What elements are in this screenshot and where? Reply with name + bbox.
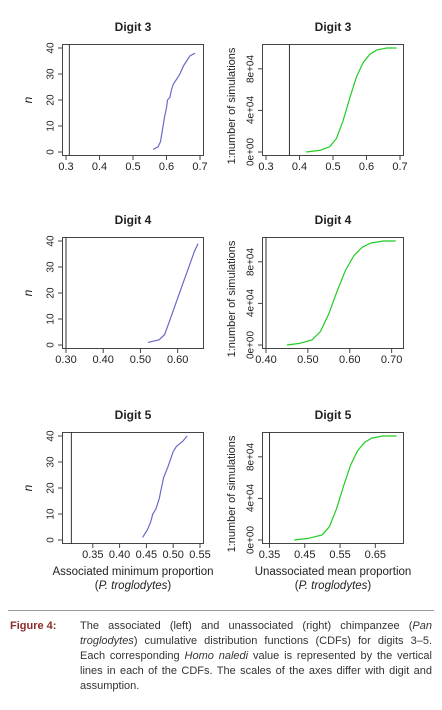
plot-frame bbox=[262, 44, 404, 156]
y-tick-label: 4e+04 bbox=[245, 289, 257, 318]
plot-title: Digit 3 bbox=[114, 20, 152, 34]
cdf-curve bbox=[306, 47, 397, 153]
y-tick-label: 4e+04 bbox=[245, 484, 257, 513]
cdf-plot-5 bbox=[58, 432, 204, 548]
cdf-curve bbox=[142, 435, 188, 538]
x-tick-label: 0.3 bbox=[258, 161, 274, 173]
x-tick-label: 0.6 bbox=[158, 161, 175, 173]
y-tick-label: 40 bbox=[45, 235, 57, 247]
y-tick-label: 0 bbox=[45, 537, 57, 543]
y-tick-label: 10 bbox=[45, 313, 57, 325]
x-tick-label: 0.4 bbox=[291, 161, 308, 173]
x-tick-label: 0.65 bbox=[364, 549, 387, 561]
x-tick-label: 0.7 bbox=[392, 161, 408, 173]
cdf-plot-4 bbox=[258, 237, 404, 353]
plot-title: Digit 3 bbox=[314, 20, 352, 34]
x-axis-label: Unassociated mean proportion bbox=[254, 566, 412, 578]
x-tick-label: 0.30 bbox=[55, 354, 77, 366]
x-tick-label: 0.6 bbox=[358, 161, 375, 173]
y-tick-label: 30 bbox=[45, 456, 57, 468]
plot-frame bbox=[262, 432, 404, 544]
y-tick-label: 10 bbox=[45, 120, 57, 132]
x-axis-label-species: (P. troglodytes) bbox=[294, 580, 372, 592]
y-tick-label: 4e+04 bbox=[245, 96, 257, 125]
x-axis-label: Associated minimum proportion bbox=[52, 566, 214, 578]
y-tick-label: 30 bbox=[45, 68, 57, 80]
cdf-plot-2 bbox=[258, 44, 404, 160]
x-tick-label: 0.5 bbox=[325, 161, 341, 173]
cdf-curve bbox=[286, 240, 396, 346]
x-tick-label: 0.50 bbox=[129, 354, 152, 366]
plot-frame bbox=[62, 432, 204, 544]
x-tick-label: 0.7 bbox=[192, 161, 208, 173]
y-tick-label: 0 bbox=[45, 342, 57, 348]
y-axis-label: n bbox=[21, 289, 35, 297]
y-tick-label: 8e+04 bbox=[245, 442, 257, 471]
x-tick-label: 0.35 bbox=[258, 549, 281, 561]
y-axis-label: n bbox=[21, 96, 35, 104]
y-tick-label: 8e+04 bbox=[245, 54, 257, 83]
x-tick-label: 0.50 bbox=[297, 354, 319, 366]
x-tick-label: 0.35 bbox=[82, 549, 104, 561]
cdf-curve bbox=[294, 435, 397, 541]
plot-frame bbox=[62, 237, 204, 349]
x-tick-label: 0.40 bbox=[255, 354, 277, 366]
x-tick-label: 0.55 bbox=[189, 549, 211, 561]
x-tick-label: 0.3 bbox=[58, 161, 74, 173]
x-tick-label: 0.45 bbox=[135, 549, 158, 561]
x-tick-label: 0.5 bbox=[125, 161, 141, 173]
y-tick-label: 0e+00 bbox=[245, 137, 257, 167]
plot-title: Digit 4 bbox=[314, 213, 352, 227]
y-axis-label: n bbox=[21, 484, 35, 492]
x-tick-label: 0.60 bbox=[166, 354, 189, 366]
y-axis-label: 1:number of simulations bbox=[226, 240, 238, 358]
y-tick-label: 40 bbox=[45, 42, 57, 54]
cdf-curve bbox=[152, 52, 196, 150]
x-tick-label: 0.50 bbox=[162, 549, 184, 561]
y-tick-label: 0e+00 bbox=[245, 330, 257, 360]
y-axis-label: 1:number of simulations bbox=[226, 435, 238, 553]
y-tick-label: 30 bbox=[45, 261, 57, 273]
cdf-plot-1 bbox=[58, 44, 204, 160]
caption-label: Figure 4: bbox=[10, 620, 57, 632]
cdf-plot-6 bbox=[258, 432, 404, 548]
x-tick-label: 0.60 bbox=[339, 354, 361, 366]
y-axis-label: 1:number of simulations bbox=[226, 47, 238, 165]
x-tick-label: 0.70 bbox=[380, 354, 403, 366]
cdf-plot-3 bbox=[58, 237, 204, 353]
plot-frame bbox=[62, 44, 204, 156]
x-tick-label: 0.4 bbox=[91, 161, 108, 173]
x-tick-label: 0.40 bbox=[108, 549, 131, 561]
x-axis-label-species: (P. troglodytes) bbox=[94, 580, 172, 592]
y-tick-label: 20 bbox=[45, 94, 57, 106]
y-tick-label: 0 bbox=[45, 149, 57, 155]
y-tick-label: 20 bbox=[45, 287, 57, 299]
cdf-curve bbox=[147, 243, 199, 343]
y-tick-label: 10 bbox=[45, 508, 57, 520]
plot-title: Digit 5 bbox=[114, 408, 152, 422]
plot-title: Digit 5 bbox=[314, 408, 352, 422]
figure-caption: Figure 4: The associated (left) and unas… bbox=[8, 610, 434, 705]
y-tick-label: 8e+04 bbox=[245, 247, 257, 276]
caption-text: The associated (left) and unassociated (… bbox=[80, 620, 432, 692]
plot-frame bbox=[262, 237, 404, 349]
plot-title: Digit 4 bbox=[114, 213, 152, 227]
x-tick-label: 0.40 bbox=[92, 354, 114, 366]
x-tick-label: 0.45 bbox=[294, 549, 316, 561]
y-tick-label: 20 bbox=[45, 482, 57, 494]
y-tick-label: 0e+00 bbox=[245, 525, 257, 555]
y-tick-label: 40 bbox=[45, 430, 57, 442]
x-tick-label: 0.55 bbox=[329, 549, 351, 561]
